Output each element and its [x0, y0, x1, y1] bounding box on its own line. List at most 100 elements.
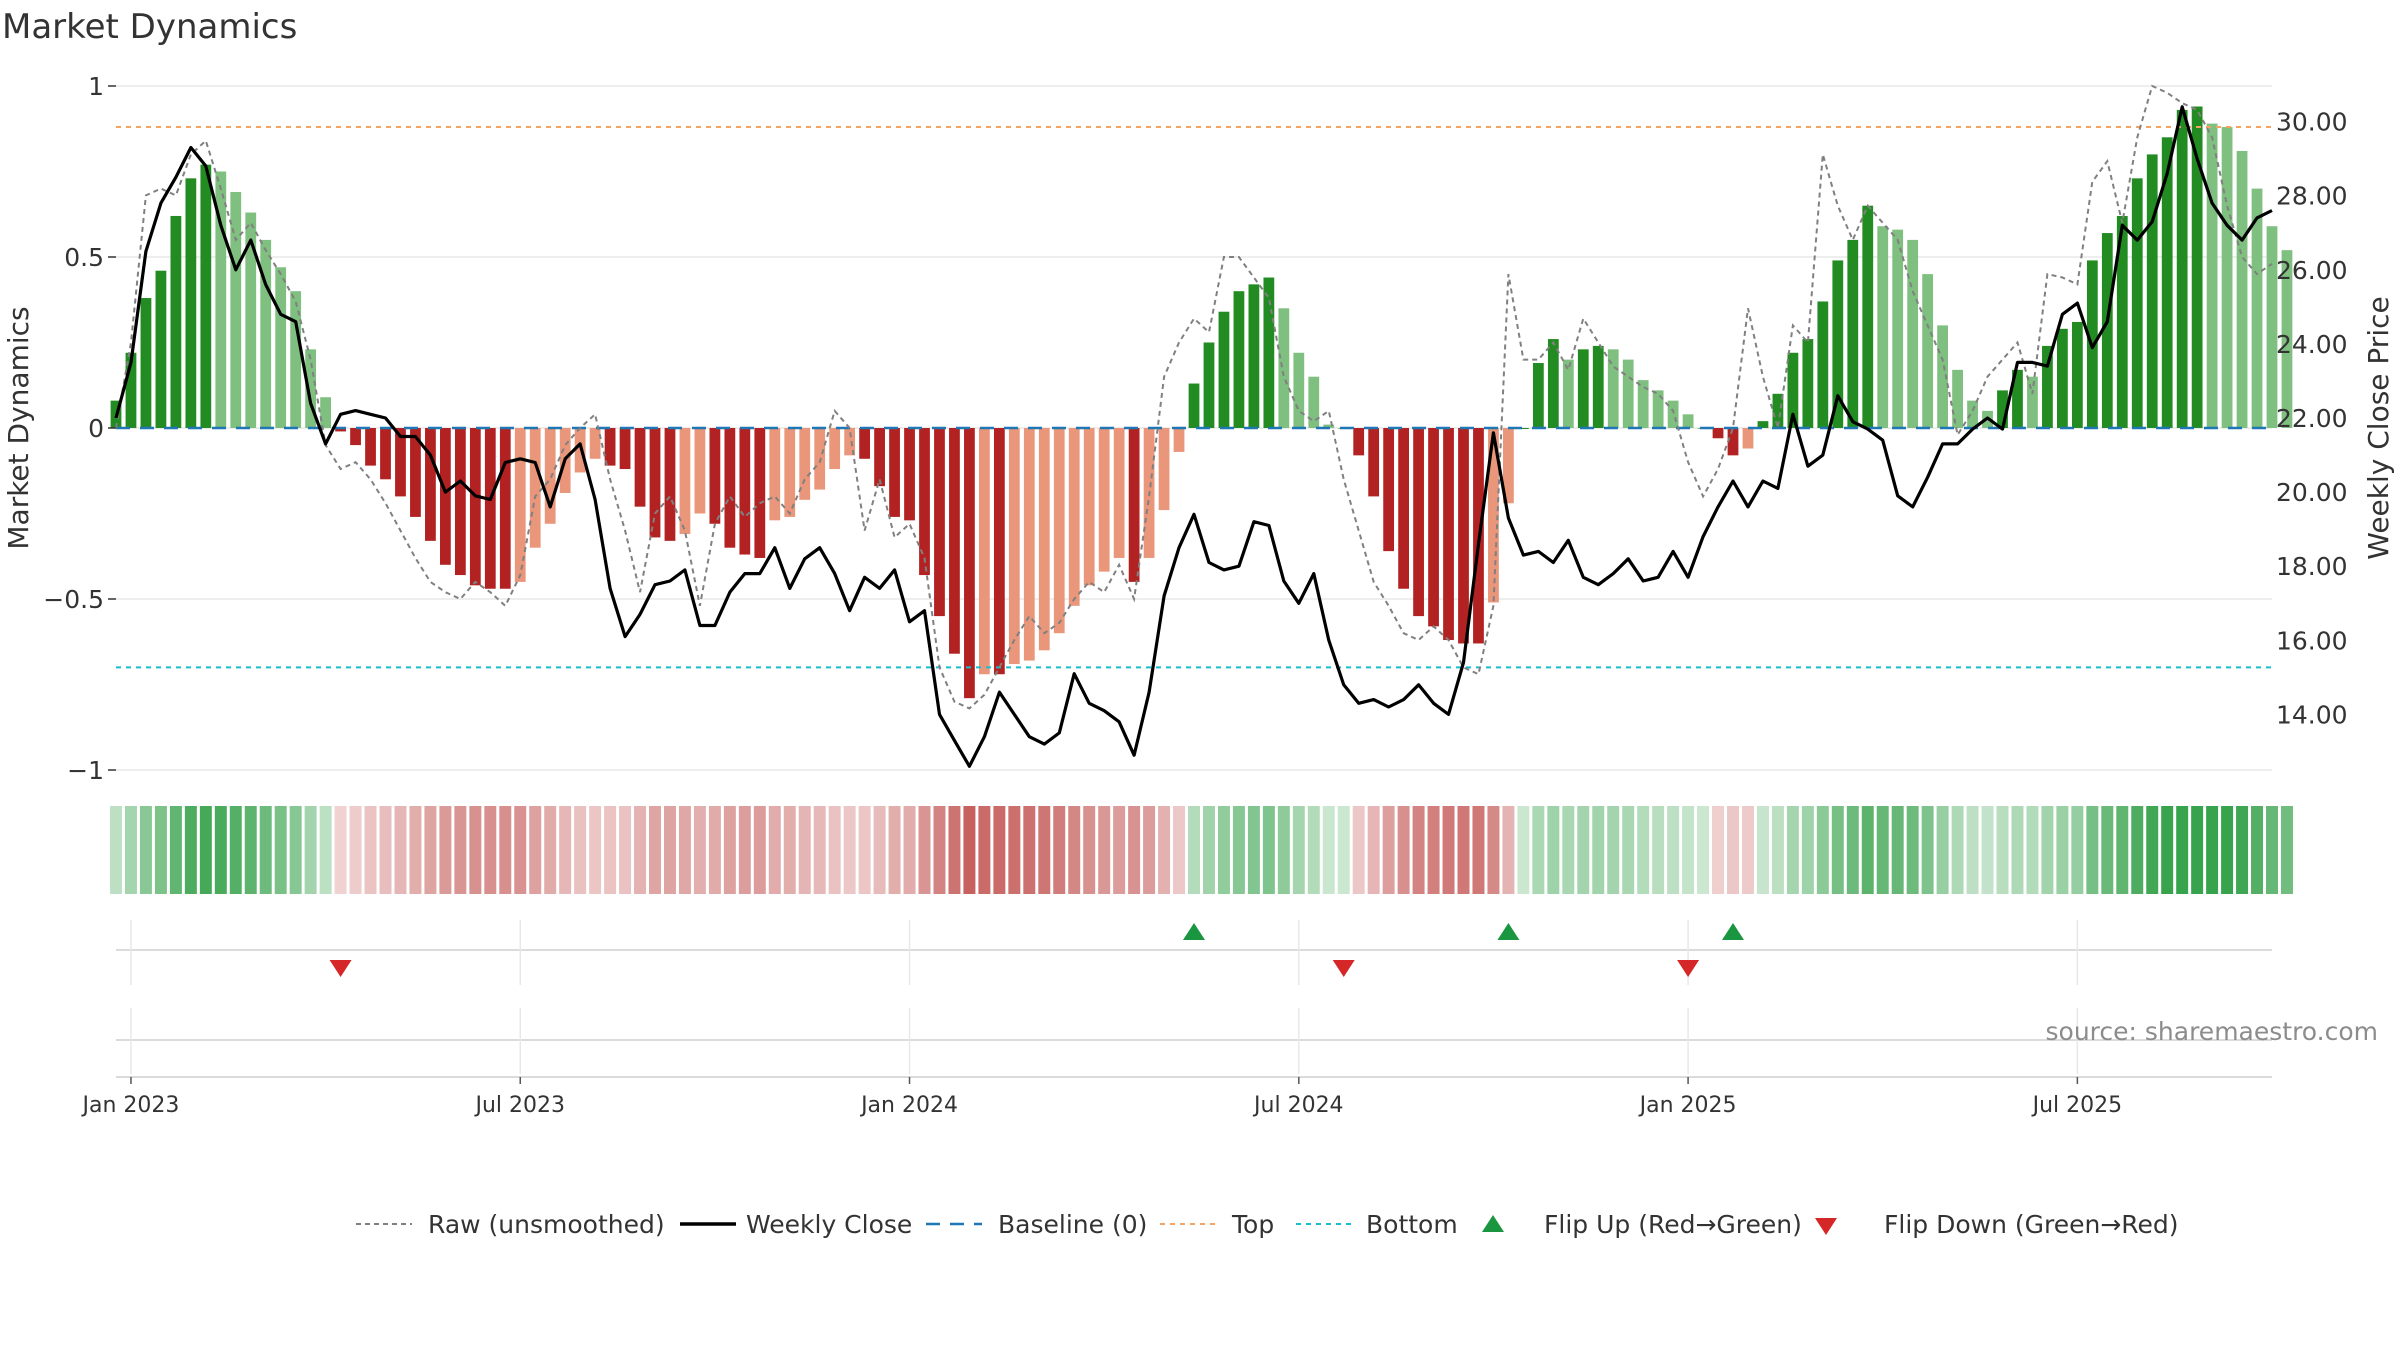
x-axis: Jan 2023 Jul 2023 Jan 2024 Jul 2024 Jan 2025…: [81, 1076, 2272, 1118]
dynamics-bar: [904, 428, 915, 521]
regime-cell: [1996, 806, 2009, 894]
regime-cell: [334, 806, 347, 894]
dynamics-bar: [1053, 428, 1065, 634]
regime-cell: [918, 806, 931, 894]
regime-cell: [1262, 806, 1275, 894]
regime-cell: [1487, 806, 1500, 894]
regime-cell: [2191, 806, 2204, 894]
legend-entry-label: Raw (unsmoothed): [428, 1210, 665, 1239]
regime-cell: [1667, 806, 1680, 894]
dynamics-bar: [2116, 215, 2128, 428]
regime-cell: [1547, 806, 1560, 894]
dynamics-bar: [1817, 301, 1829, 428]
regime-cell: [1307, 806, 1320, 894]
regime-cell: [1442, 806, 1455, 894]
legend-entry-label: Flip Up (Red→Green): [1544, 1210, 1802, 1239]
regime-cell: [2266, 806, 2278, 894]
regime-cell: [1397, 806, 1410, 894]
right-tick-label: 26.00: [2276, 256, 2348, 285]
dynamics-bar: [649, 428, 661, 538]
regime-cell: [124, 806, 137, 894]
x-tick-label: Jan 2025: [1638, 1093, 1737, 1118]
dynamics-bar: [2161, 137, 2173, 429]
regime-cell: [888, 806, 901, 894]
regime-cell: [229, 806, 242, 894]
regime-cell: [858, 806, 871, 894]
regime-cell: [903, 806, 916, 894]
regime-cell: [2206, 806, 2219, 894]
left-axis: 1 0.5 0 −0.5 −1: [43, 72, 116, 785]
dynamics-bar: [1173, 428, 1185, 452]
dynamics-bar: [1727, 428, 1739, 456]
dynamics-bar: [350, 428, 361, 446]
regime-cell: [963, 806, 976, 894]
regime-cell: [1831, 806, 1844, 894]
dynamics-bar: [1652, 390, 1664, 428]
regime-cell: [1786, 806, 1799, 894]
x-tick-label: Jul 2025: [2031, 1093, 2123, 1118]
dynamics-bar: [1757, 421, 1769, 428]
dynamics-bar: [634, 428, 646, 507]
dynamics-bar: [1068, 428, 1080, 606]
dynamics-bar: [215, 171, 227, 428]
regime-cell: [394, 806, 407, 894]
dynamics-bar: [769, 428, 781, 521]
regime-cell: [1247, 806, 1260, 894]
regime-cell: [1652, 806, 1665, 894]
regime-cell: [738, 806, 751, 894]
regime-cell: [828, 806, 841, 894]
regime-cell: [214, 806, 227, 894]
regime-cell: [1577, 806, 1590, 894]
regime-cell: [873, 806, 886, 894]
dynamics-bar: [1547, 339, 1559, 428]
dynamics-bar: [1158, 428, 1170, 511]
dynamics-bar: [1098, 428, 1110, 572]
regime-cell: [1592, 806, 1605, 894]
x-tick-label: Jul 2023: [473, 1093, 565, 1118]
dynamics-bar: [1488, 428, 1499, 603]
dynamics-bar: [1577, 349, 1589, 428]
regime-cell: [259, 806, 272, 894]
regime-cell: [1352, 806, 1365, 894]
dynamics-bar: [2281, 250, 2293, 428]
dynamics-bar: [1862, 205, 1874, 428]
regime-cell: [349, 806, 362, 894]
dynamics-bar: [978, 428, 990, 675]
dynamics-bar: [544, 428, 556, 524]
dynamics-bar: [320, 397, 332, 428]
regime-cell: [783, 806, 796, 894]
dynamics-bar: [1592, 345, 1604, 428]
dynamics-bar: [619, 428, 631, 470]
regime-cell: [1697, 806, 1710, 894]
regime-cell: [993, 806, 1006, 894]
regime-cell: [1068, 806, 1081, 894]
dynamics-bar: [949, 428, 960, 654]
dynamics-bar: [1952, 369, 1963, 428]
dynamics-bar: [919, 428, 930, 576]
regime-cell: [2041, 806, 2054, 894]
regime-cell: [1023, 806, 1036, 894]
regime-cell: [184, 806, 197, 894]
regime-cell: [529, 806, 542, 894]
dynamics-bar: [2191, 106, 2203, 429]
regime-cell: [589, 806, 602, 894]
legend-entry-label: Bottom: [1366, 1210, 1458, 1239]
dynamics-bar: [1607, 349, 1619, 428]
regime-cell: [1202, 806, 1215, 894]
dynamics-bar: [694, 428, 706, 514]
regime-cell: [469, 806, 482, 894]
regime-cell: [1607, 806, 1620, 894]
dynamics-bar: [380, 428, 391, 480]
dynamics-bar: [454, 428, 466, 576]
regime-cell: [2116, 806, 2129, 894]
dynamics-bar: [230, 192, 242, 428]
empty-panel: [116, 1008, 2272, 1074]
regime-cell: [2146, 806, 2159, 894]
regime-cell: [798, 806, 811, 894]
regime-cell: [1517, 806, 1530, 894]
right-tick-label: 22.00: [2276, 404, 2348, 433]
flip-up-marker: [1722, 923, 1744, 940]
right-tick-label: 24.00: [2276, 330, 2348, 359]
regime-cell: [1906, 806, 1919, 894]
dynamics-bar: [1188, 383, 1200, 428]
